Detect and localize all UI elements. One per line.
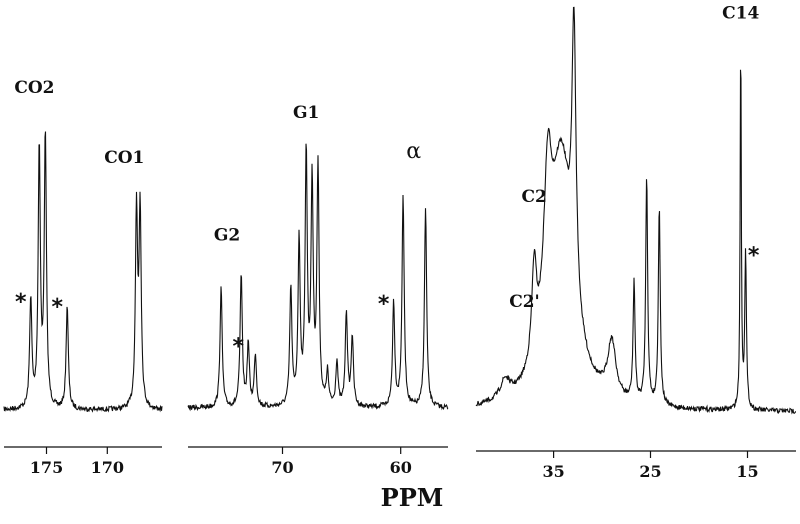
x-tick-label: 25 <box>639 462 661 481</box>
x-tick-label: 70 <box>271 458 293 477</box>
spectrum-panels: * * CO2 CO1 175 170 * * G2 G1 α 70 60 * C2 C2' C14 35 25 15 <box>3 3 796 481</box>
x-tick-label: 175 <box>30 458 63 477</box>
impurity-star-marker: * <box>748 244 760 269</box>
x-tick-label: 35 <box>542 462 564 481</box>
peak-label: α <box>406 139 421 164</box>
peak-label: C14 <box>722 3 759 23</box>
peak-label: CO1 <box>104 148 144 168</box>
spectrum-trace <box>475 6 796 415</box>
peak-label: C2 <box>522 187 547 207</box>
spectrum-panel-2: * * G2 G1 α 70 60 <box>187 103 449 477</box>
impurity-star-marker: * <box>15 290 27 315</box>
x-axis-label: PPM <box>381 483 444 512</box>
x-tick-label: 15 <box>736 462 758 481</box>
spectrum-trace <box>3 131 163 413</box>
spectrum-panel-3: * C2 C2' C14 35 25 15 <box>475 3 796 481</box>
x-tick-label: 60 <box>390 458 412 477</box>
peak-label: G1 <box>293 103 319 123</box>
impurity-star-marker: * <box>233 335 245 360</box>
impurity-star-marker: * <box>51 295 63 320</box>
spectrum-trace <box>187 143 449 412</box>
peak-label: CO2 <box>14 78 54 98</box>
peak-label: G2 <box>214 226 240 246</box>
peak-label: C2' <box>509 292 540 312</box>
x-tick-label: 170 <box>91 458 124 477</box>
spectrum-panel-1: * * CO2 CO1 175 170 <box>3 78 163 477</box>
impurity-star-marker: * <box>378 292 390 317</box>
